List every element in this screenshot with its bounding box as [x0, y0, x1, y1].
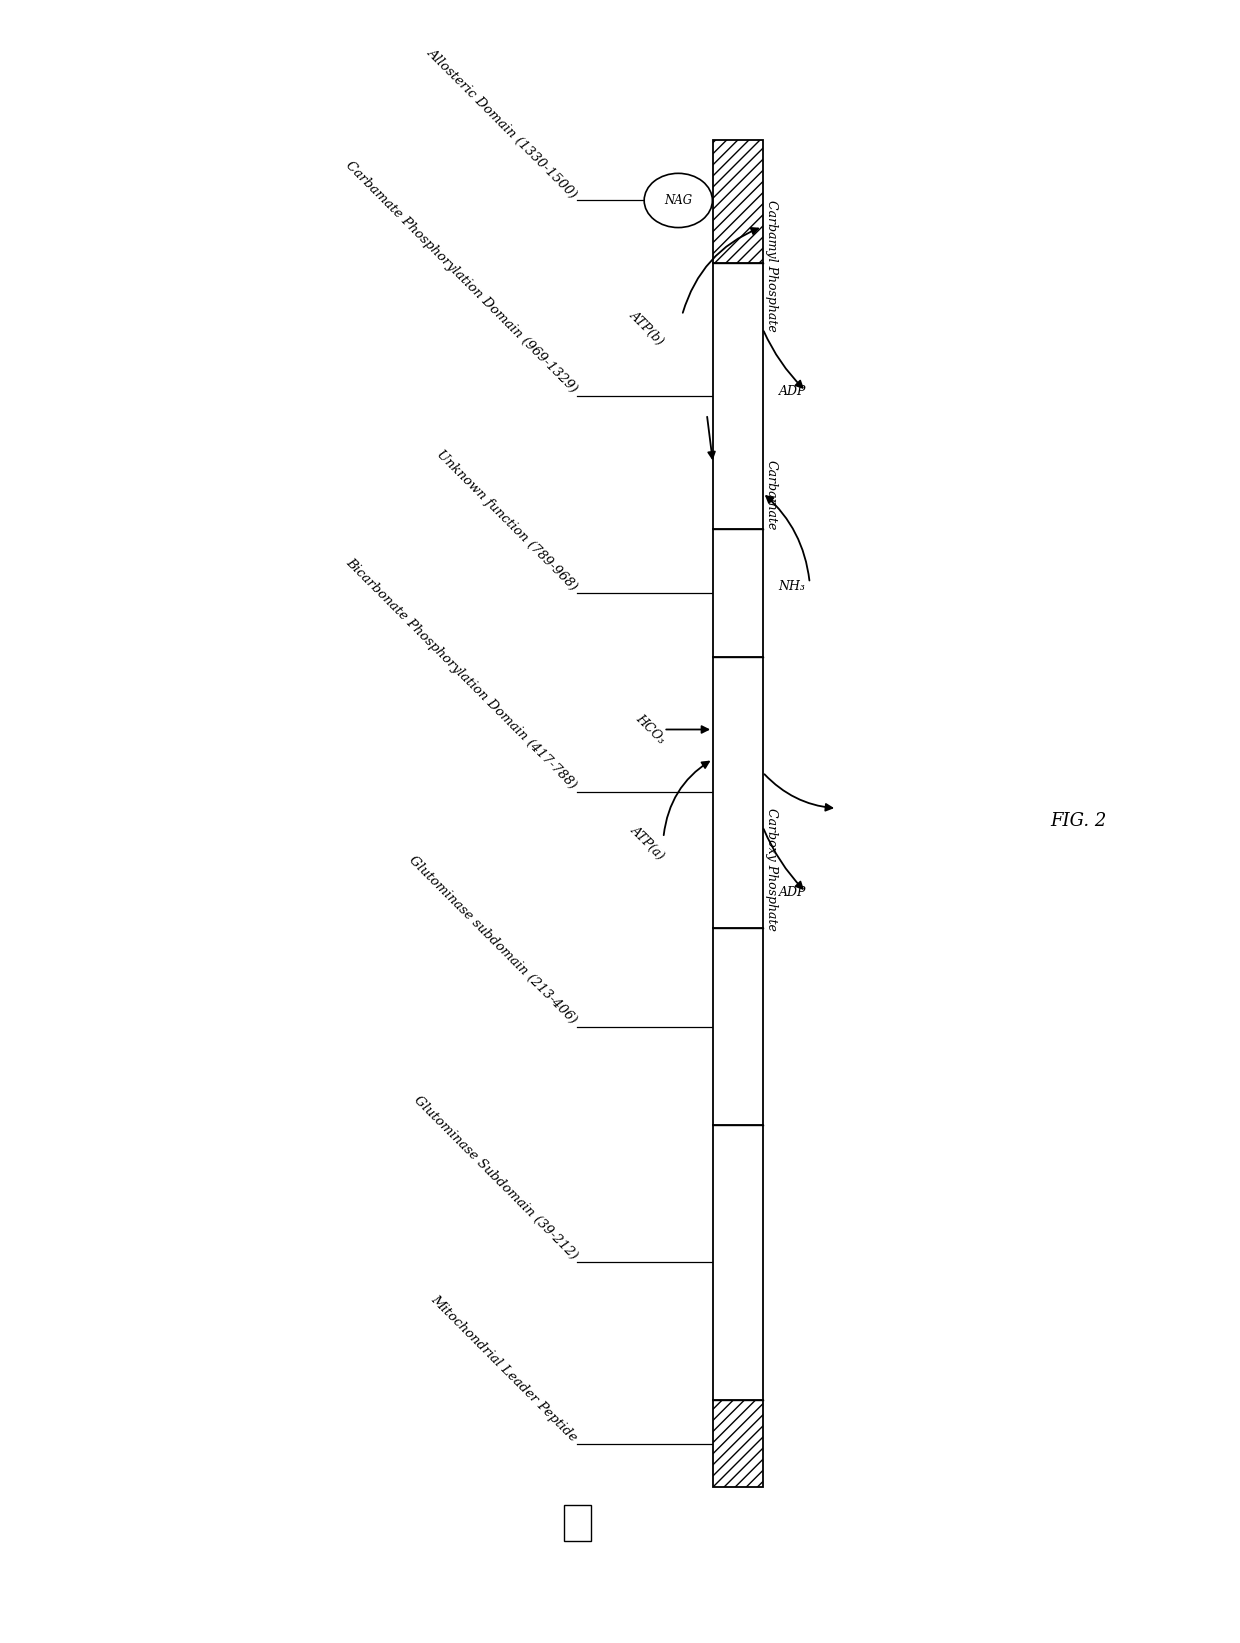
Text: Bicarbonate Phosphorylation Domain (417-788): Bicarbonate Phosphorylation Domain (417-…	[343, 555, 579, 792]
Bar	[713, 140, 763, 263]
Text: Allosteric Domain (1330-1500): Allosteric Domain (1330-1500)	[424, 46, 579, 200]
Bar	[713, 1125, 763, 1400]
Text: Unknown function (789-968): Unknown function (789-968)	[434, 447, 579, 593]
Text: FIG. 2: FIG. 2	[1050, 813, 1107, 830]
Text: Mitochondrial Leader Peptide: Mitochondrial Leader Peptide	[428, 1293, 579, 1444]
Bar	[713, 529, 763, 657]
Text: Carbamate Phosphorylation Domain (969-1329): Carbamate Phosphorylation Domain (969-13…	[343, 159, 579, 396]
Text: ATP(b): ATP(b)	[627, 309, 667, 348]
Bar	[713, 928, 763, 1125]
Text: NH₃: NH₃	[779, 580, 806, 593]
Text: Glutominase Subdomain (39-212): Glutominase Subdomain (39-212)	[410, 1093, 579, 1262]
Text: Carboxy Phosphate: Carboxy Phosphate	[765, 808, 777, 932]
Text: ADP: ADP	[779, 384, 806, 398]
Text: ADP: ADP	[779, 886, 806, 899]
Bar	[564, 1505, 591, 1541]
Bar	[713, 1400, 763, 1487]
Text: Carbamate: Carbamate	[765, 460, 777, 531]
Text: ATP(a): ATP(a)	[627, 823, 667, 863]
Text: NAG: NAG	[665, 194, 692, 207]
Text: HCO₃: HCO₃	[632, 713, 667, 746]
Text: Glutominase subdomain (213-406): Glutominase subdomain (213-406)	[407, 854, 579, 1027]
Text: Carbamyl Phosphate: Carbamyl Phosphate	[765, 200, 777, 332]
Ellipse shape	[645, 173, 713, 227]
Bar	[713, 657, 763, 928]
Bar	[713, 263, 763, 529]
